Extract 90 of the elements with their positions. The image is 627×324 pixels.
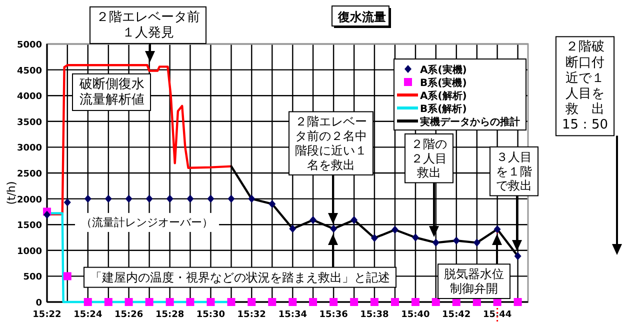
point (370, 298, 378, 306)
point (104, 298, 112, 306)
legend-label: B系(解析) (420, 102, 467, 115)
point (228, 194, 235, 203)
legend-label: A系(実機) (420, 64, 467, 76)
annotation: 「建屋内の温度・視界などの状況を踏まえ救出」と記述 (90, 270, 390, 284)
point (432, 238, 440, 247)
point (288, 298, 297, 306)
y-tick-label: 4000 (16, 92, 42, 102)
title: 復水流量 (338, 10, 386, 24)
point (330, 298, 338, 306)
x-tick-label: 15:26 (114, 310, 144, 320)
point (391, 226, 398, 234)
point (44, 210, 50, 219)
annotation: 「建屋内の温度・視界などの状況を踏まえ救出」と記述 (84, 266, 396, 288)
x-tick-label: 15:32 (237, 310, 266, 320)
y-tick-label: 500 (23, 272, 42, 283)
point (452, 236, 460, 245)
point (310, 216, 317, 224)
point (514, 298, 522, 306)
point (166, 298, 174, 306)
point (268, 298, 276, 306)
point (84, 194, 92, 203)
x-tick-label: 15:36 (319, 310, 348, 320)
point (125, 194, 132, 203)
point (370, 234, 378, 242)
x-tick-label: 15:40 (401, 310, 430, 320)
y-tick-label: 4500 (16, 66, 42, 76)
x-tick-label: 15:42 (442, 310, 471, 320)
point (64, 198, 71, 206)
point (104, 194, 112, 203)
x-tick-label: 15:22 (32, 310, 62, 320)
annotation: ２階の２人目救出 (411, 136, 447, 180)
point (390, 298, 399, 306)
y-tick-label: 5000 (16, 40, 42, 50)
point (494, 225, 501, 234)
legend-label: B系(実機) (420, 76, 467, 89)
legend-label: 実機データからの推計 (419, 116, 520, 128)
x-tick-label: 15:24 (74, 310, 102, 320)
point (63, 272, 72, 280)
point (186, 298, 194, 306)
point (268, 200, 276, 208)
annotation: ２階エレベータ前の２名中階段に近い１名を救出 (295, 114, 367, 172)
y-tick-label: 2000 (16, 195, 42, 206)
point (166, 194, 174, 203)
annotation: （流量計レンジオーバー） (75, 212, 219, 232)
x-tick-label: 15:38 (360, 310, 389, 320)
annotation: ２階エレベータ前１人発見 (90, 6, 206, 44)
y-axis-title: (t/h) (5, 181, 18, 205)
x-tick-label: 15:30 (196, 310, 226, 320)
point (350, 298, 358, 306)
point (330, 224, 338, 233)
annotation: 脱気器水位制御弁開 (444, 267, 504, 296)
x-tick-label: 15:34 (278, 310, 307, 320)
y-tick-label: 0 (36, 298, 42, 308)
point (473, 238, 480, 247)
annotation: 破断側復水流量解析値 (78, 76, 144, 108)
point (309, 298, 318, 306)
point (289, 224, 296, 233)
y-tick-label: 3000 (16, 144, 42, 154)
annotation: ２階の２人目救出 (404, 133, 454, 184)
point (186, 194, 194, 203)
x-tick-label: 15:44 (482, 310, 512, 320)
point (124, 298, 133, 306)
annotation: 脱気器水位制御弁開 (438, 264, 510, 300)
y-tick-label: 2500 (16, 170, 42, 180)
point (432, 298, 440, 306)
point (146, 194, 153, 203)
point (206, 298, 215, 306)
annotation: ３人目を１階で救出 (496, 150, 532, 193)
y-tick-label: 1500 (16, 221, 42, 232)
annotation: （流量計レンジオーバー） (81, 216, 213, 229)
point (84, 298, 92, 306)
annotation: ２階エレベータ前の２名中階段に近い１名を救出 (288, 111, 374, 176)
y-tick-label: 3500 (16, 118, 42, 128)
point (248, 298, 256, 306)
annotation: 破断側復水流量解析値 (72, 73, 151, 111)
point (207, 194, 214, 203)
point (227, 298, 236, 306)
point (145, 298, 154, 306)
x-tick-label: 15:28 (156, 310, 184, 320)
point (411, 298, 420, 306)
annotation: ３人目を１階で救出 (490, 146, 538, 196)
y-tick-label: 1000 (16, 246, 42, 257)
annotation: ２階破断口付近で１人目を救 出15：50 (555, 36, 615, 136)
point (248, 194, 256, 203)
point (514, 252, 522, 260)
point (350, 216, 358, 224)
point (412, 234, 419, 242)
legend-label: A系(解析) (420, 90, 467, 102)
